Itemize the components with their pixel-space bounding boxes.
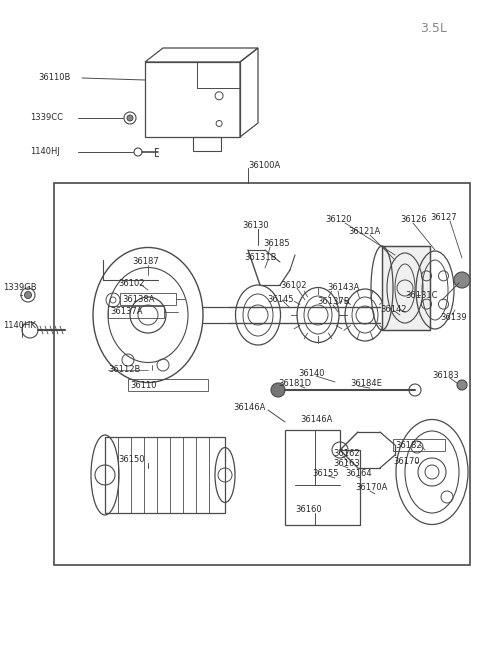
Text: 1339GB: 1339GB (3, 284, 36, 293)
Circle shape (127, 115, 133, 121)
Text: 36140: 36140 (298, 369, 324, 377)
Bar (108, 306, 164, 318)
Text: 36183: 36183 (432, 371, 459, 379)
Text: 36187: 36187 (132, 257, 159, 267)
Text: 36131B: 36131B (244, 252, 276, 261)
Circle shape (454, 272, 470, 288)
Text: 1140HJ: 1140HJ (30, 147, 60, 157)
Text: 36146A: 36146A (233, 403, 265, 411)
Text: 36112B: 36112B (108, 365, 140, 375)
Text: 36138A: 36138A (122, 295, 155, 303)
Bar (105, 437, 225, 513)
Bar (145, 62, 240, 137)
Text: 36146A: 36146A (300, 415, 332, 424)
Circle shape (457, 380, 467, 390)
Bar (54, 183, 470, 565)
Text: 36163: 36163 (333, 458, 360, 468)
Text: 36142: 36142 (380, 305, 407, 314)
Text: 36145: 36145 (267, 295, 293, 305)
Text: 36100A: 36100A (248, 160, 280, 170)
Text: 36126: 36126 (400, 215, 427, 225)
Text: 3.5L: 3.5L (420, 22, 447, 35)
Bar (382, 246, 430, 330)
Text: 36185: 36185 (263, 240, 289, 248)
Bar (393, 439, 445, 451)
Text: 36182: 36182 (395, 441, 421, 449)
Text: 36102: 36102 (118, 280, 144, 288)
Text: 36137B: 36137B (317, 297, 349, 307)
Text: 36120: 36120 (325, 215, 351, 225)
Circle shape (24, 291, 32, 299)
Text: 36137A: 36137A (110, 307, 143, 316)
Text: 36143A: 36143A (327, 284, 360, 293)
Text: 36170A: 36170A (355, 483, 387, 493)
Text: 36162: 36162 (333, 449, 360, 457)
Text: 36102: 36102 (280, 280, 307, 290)
Text: 36164: 36164 (345, 468, 372, 477)
Text: 36150: 36150 (118, 455, 144, 464)
Text: 36155: 36155 (312, 468, 338, 477)
Text: 36170: 36170 (393, 457, 420, 466)
Text: 1339CC: 1339CC (30, 113, 63, 122)
Text: 36131C: 36131C (405, 291, 437, 299)
Text: 36184E: 36184E (350, 379, 382, 388)
Text: 36121A: 36121A (348, 227, 380, 236)
Bar (382, 246, 430, 330)
Text: 36110B: 36110B (38, 73, 71, 83)
Circle shape (271, 383, 285, 397)
Text: 36110: 36110 (130, 381, 156, 390)
Bar (120, 293, 176, 305)
Text: 36160: 36160 (295, 506, 322, 514)
Text: 36181D: 36181D (278, 379, 311, 388)
Text: 36127: 36127 (430, 214, 456, 223)
Bar (192, 137, 220, 151)
Bar (128, 379, 208, 391)
Text: 1140HK: 1140HK (3, 320, 36, 329)
Text: 36130: 36130 (242, 221, 269, 229)
Text: 36139: 36139 (440, 314, 467, 322)
